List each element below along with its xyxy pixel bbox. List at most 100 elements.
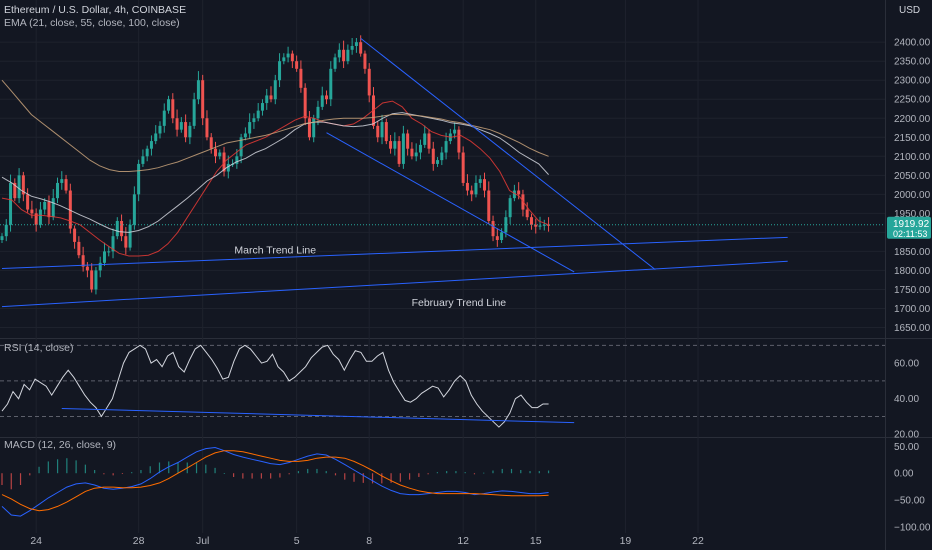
ema-line xyxy=(1,100,549,257)
rsi-pane[interactable] xyxy=(0,344,885,428)
macd-histogram-bar xyxy=(538,471,540,474)
candle-body xyxy=(380,122,384,138)
macd-histogram-bar xyxy=(56,459,59,474)
candle-body xyxy=(77,241,81,256)
candle-body xyxy=(465,182,469,191)
ema-indicator-label: EMA (21, close, 55, close, 100, close) xyxy=(4,17,180,29)
macd-histogram-bar xyxy=(84,464,86,474)
trend-line xyxy=(360,37,656,271)
candle-body xyxy=(128,224,132,248)
macd-pane[interactable] xyxy=(1,446,550,517)
candle-body xyxy=(137,163,141,195)
price-tick-label: 1800.00 xyxy=(894,266,931,277)
macd-histogram-bar xyxy=(483,472,485,474)
candle-body xyxy=(350,45,354,50)
price-tick-label: 2000.00 xyxy=(894,190,931,201)
price-tick-label: 2150.00 xyxy=(894,133,931,144)
candle-body xyxy=(367,68,371,96)
candle-body xyxy=(423,133,427,145)
candle-body xyxy=(290,53,294,62)
price-tick-label: 2400.00 xyxy=(894,38,931,49)
price-tick-label: 2050.00 xyxy=(894,171,931,182)
macd-histogram-bar xyxy=(362,473,364,483)
currency-label: USD xyxy=(899,5,920,16)
macd-tick-label: 50.00 xyxy=(894,442,919,453)
candle-body xyxy=(427,133,431,149)
candle-body xyxy=(256,110,260,119)
rsi-indicator-label: RSI (14, close) xyxy=(4,342,74,354)
macd-histogram-bar xyxy=(270,473,272,479)
candle-body xyxy=(85,266,89,271)
candle-body xyxy=(384,122,388,142)
candle-body xyxy=(534,224,538,227)
macd-indicator-label: MACD (12, 26, close, 9) xyxy=(4,439,117,451)
macd-histogram-bar xyxy=(158,462,161,474)
candle-body xyxy=(188,125,192,138)
candle-body xyxy=(192,99,196,126)
date-tick-label: 22 xyxy=(692,535,704,547)
macd-histogram-bar xyxy=(251,473,253,479)
macd-histogram-bar xyxy=(371,473,374,484)
candle-body xyxy=(393,141,397,149)
candle-body xyxy=(4,224,8,237)
candle-body xyxy=(346,49,350,62)
candle-body xyxy=(376,125,380,138)
candle-body xyxy=(184,122,188,138)
candle-body xyxy=(26,194,30,210)
macd-histogram-bar xyxy=(260,473,262,479)
candle-body xyxy=(342,49,346,62)
candle-body xyxy=(0,236,4,240)
macd-histogram-bar xyxy=(177,462,179,474)
date-tick-label: 8 xyxy=(366,535,372,547)
candle-body xyxy=(470,190,474,195)
candle-body xyxy=(397,141,401,164)
macd-histogram-bar xyxy=(19,473,22,485)
candle-body xyxy=(517,190,521,195)
candle-body xyxy=(196,80,200,100)
macd-histogram-bar xyxy=(501,468,503,474)
candle-body xyxy=(94,270,98,290)
candle-body xyxy=(495,236,499,240)
candle-body xyxy=(205,118,209,138)
candle-body xyxy=(461,152,465,183)
candle-body xyxy=(171,99,175,119)
candle-body xyxy=(30,209,34,214)
macd-histogram-bar xyxy=(307,468,309,474)
macd-histogram-bar xyxy=(112,473,114,476)
macd-histogram-bar xyxy=(1,473,3,485)
candle-body xyxy=(512,190,516,199)
candle-body xyxy=(111,236,115,252)
price-tick-label: 1850.00 xyxy=(894,247,931,258)
macd-histogram-bar xyxy=(510,468,513,474)
candle-body xyxy=(312,118,316,138)
candle-body xyxy=(303,87,307,119)
candle-body xyxy=(406,133,410,149)
rsi-tick-label: 20.00 xyxy=(894,430,919,441)
price-pane[interactable]: March Trend Line February Trend Line xyxy=(0,35,885,309)
candle-body xyxy=(60,179,64,183)
candle-body xyxy=(337,49,341,58)
candle-body xyxy=(478,179,482,183)
macd-histogram-bar xyxy=(75,460,77,474)
price-tick-label: 2350.00 xyxy=(894,57,931,68)
candle-body xyxy=(538,225,542,227)
date-tick-label: 28 xyxy=(133,535,145,547)
candle-body xyxy=(363,53,367,69)
candle-body xyxy=(239,137,243,157)
date-tick-label: 12 xyxy=(457,535,469,547)
macd-histogram-bar xyxy=(492,470,494,474)
candle-body xyxy=(316,106,320,119)
price-tick-label: 1950.00 xyxy=(894,209,931,220)
last-price-label: 1919.92 xyxy=(893,219,930,230)
candle-body xyxy=(333,57,337,69)
macd-histogram-bar xyxy=(195,462,198,474)
candle-body xyxy=(98,262,102,271)
candle-body xyxy=(145,148,149,157)
candle-body xyxy=(218,152,222,157)
macd-histogram-bar xyxy=(288,473,290,475)
candle-body xyxy=(299,68,303,88)
candle-body xyxy=(141,156,145,164)
candle-body xyxy=(175,118,179,130)
